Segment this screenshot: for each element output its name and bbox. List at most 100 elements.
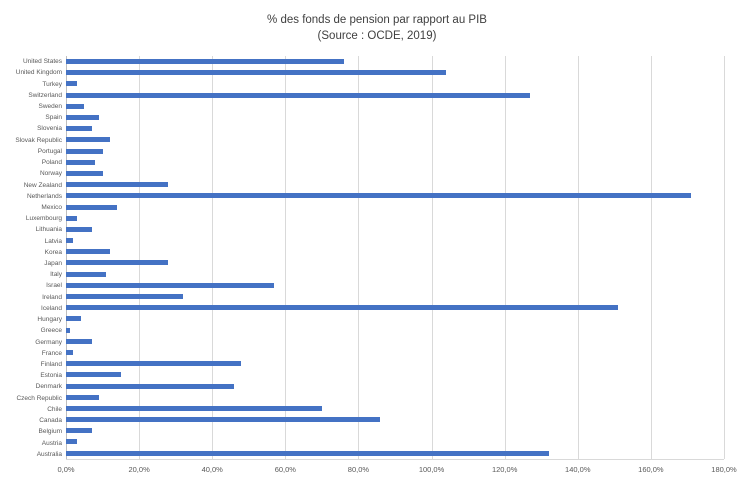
bar: [66, 260, 169, 266]
gridlines: [66, 56, 725, 459]
bar: [66, 148, 103, 154]
bar: [66, 59, 344, 65]
bar-row: [66, 179, 724, 190]
category-label: Iceland: [41, 304, 62, 312]
bar: [66, 215, 77, 221]
bar: [66, 159, 96, 165]
bar-row: [66, 123, 724, 134]
bar: [66, 383, 235, 389]
bar: [66, 361, 242, 367]
bar-row: [66, 425, 724, 436]
x-tick-label: 100,0%: [418, 465, 445, 474]
category-label: Turkey: [42, 80, 62, 88]
bar: [66, 394, 99, 400]
bar-row: [66, 403, 724, 414]
gridline: [285, 56, 287, 459]
category-label: Japan: [44, 260, 62, 268]
bar-row: [66, 291, 724, 302]
plot-area-wrapper: United States United Kingdom Turkey Switzer…: [0, 56, 754, 460]
category-label: Norway: [39, 170, 62, 178]
gridline: [358, 56, 360, 459]
bar: [66, 226, 92, 232]
y-axis-line: [66, 56, 67, 459]
bar-row: [66, 380, 724, 391]
category-label: Korea: [44, 248, 62, 256]
category-label: Netherlands: [26, 192, 62, 200]
x-tick-label: 20,0%: [128, 465, 150, 474]
bar-row: [66, 201, 724, 212]
category-label: Denmark: [35, 383, 62, 391]
bar: [66, 417, 381, 423]
bar-row: [66, 67, 724, 78]
category-label: United Kingdom: [15, 69, 62, 77]
bar: [66, 92, 531, 98]
bar: [66, 349, 74, 355]
bar: [66, 81, 77, 87]
category-label: Slovak Republic: [15, 136, 62, 144]
x-tick-label: 80,0%: [347, 465, 370, 474]
category-label: Australia: [36, 450, 62, 458]
bar-row: [66, 392, 724, 403]
bar-row: [66, 325, 724, 336]
x-tick-label: 180,0%: [711, 465, 737, 474]
gridline: [650, 56, 652, 459]
bar-row: [66, 168, 724, 179]
bar: [66, 170, 103, 176]
category-label: Mexico: [41, 203, 62, 211]
bar: [66, 204, 118, 210]
category-label: Slovenia: [37, 125, 62, 133]
bar: [66, 294, 183, 300]
category-label: Portugal: [37, 147, 62, 155]
bar: [66, 338, 92, 344]
bar-row: [66, 56, 724, 67]
category-label: Lithuania: [35, 226, 62, 234]
bar: [66, 193, 692, 199]
bar: [66, 249, 110, 255]
bar-series: [66, 56, 724, 459]
y-axis-labels: United States United Kingdom Turkey Switzer…: [0, 56, 66, 460]
bar-row: [66, 146, 724, 157]
bar-row: [66, 78, 724, 89]
x-tick-label: 120,0%: [491, 465, 518, 474]
bar: [66, 327, 70, 333]
bar-row: [66, 302, 724, 313]
bar: [66, 428, 92, 434]
bar-row: [66, 112, 724, 123]
bar-row: [66, 235, 724, 246]
bar: [66, 439, 77, 445]
bar-row: [66, 414, 724, 425]
x-tick-label: 160,0%: [638, 465, 664, 474]
bar-row: [66, 269, 724, 280]
category-label: Belgium: [38, 428, 62, 436]
bar-row: [66, 157, 724, 168]
bar-row: [66, 90, 724, 101]
plot-area: [66, 56, 725, 460]
category-label: Finland: [40, 361, 62, 369]
bar-row: [66, 358, 724, 369]
bar-row: [66, 190, 724, 201]
bar-row: [66, 369, 724, 380]
category-label: Canada: [39, 417, 62, 425]
bar-row: [66, 280, 724, 291]
category-label: Switzerland: [28, 91, 62, 99]
gridline: [212, 56, 214, 459]
bar: [66, 271, 107, 277]
bar-row: [66, 246, 724, 257]
gridline: [577, 56, 579, 459]
bar: [66, 126, 92, 132]
category-label: Chile: [47, 405, 62, 413]
category-label: Spain: [45, 114, 62, 122]
bar: [66, 282, 275, 288]
chart-subtitle: (Source : OCDE, 2019): [317, 30, 437, 42]
category-label: Czech Republic: [16, 394, 62, 402]
category-label: Austria: [41, 439, 62, 447]
bar: [66, 305, 618, 311]
bar: [66, 70, 447, 76]
bar-row: [66, 436, 724, 447]
bar-row: [66, 336, 724, 347]
category-label: Germany: [35, 338, 62, 346]
x-tick-label: 140,0%: [565, 465, 591, 474]
bar: [66, 316, 81, 322]
x-tick-label: 60,0%: [274, 465, 296, 474]
x-axis: 0,0% 20,0% 40,0% 60,0% 80,0% 100,0% 120,0% 140,…: [57, 460, 736, 480]
